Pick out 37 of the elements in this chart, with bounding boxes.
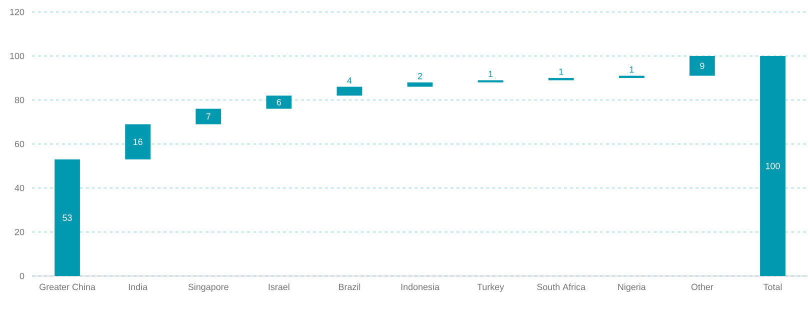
- data-label: 100: [766, 162, 780, 170]
- y-tick-label: 60: [14, 140, 24, 148]
- data-label: 53: [62, 214, 72, 221]
- bar: [336, 86, 362, 96]
- x-tick-label: Other: [691, 284, 714, 290]
- data-label: 9: [700, 62, 704, 70]
- data-label: 1: [559, 68, 564, 75]
- bar: [54, 159, 80, 276]
- x-tick-label: Indonesia: [401, 284, 440, 290]
- y-tick-label: 0: [20, 272, 24, 280]
- data-label: 2: [418, 72, 422, 80]
- x-tick-label: Greater China: [40, 284, 96, 290]
- bar: [689, 56, 715, 76]
- data-label: 6: [276, 99, 282, 106]
- data-label: 16: [134, 138, 142, 145]
- x-tick-label: Brazil: [338, 284, 360, 290]
- bar: [760, 56, 786, 276]
- bar: [407, 82, 433, 87]
- data-label: 1: [630, 66, 634, 73]
- bar: [266, 96, 292, 109]
- x-tick-label: Singapore: [188, 284, 228, 292]
- x-tick-label: India: [128, 284, 148, 290]
- y-tick-label: 80: [14, 96, 24, 104]
- data-label: 7: [206, 113, 210, 120]
- data-label: 1: [488, 70, 493, 77]
- y-tick-label: 100: [10, 52, 24, 60]
- x-tick-label: South Africa: [537, 284, 586, 290]
- x-tick-label: Israel: [268, 284, 290, 290]
- bar: [196, 108, 222, 124]
- data-label: 4: [347, 77, 352, 84]
- x-tick-label: Nigeria: [618, 284, 646, 292]
- x-tick-label: Total: [763, 284, 782, 290]
- y-tick-label: 40: [14, 184, 24, 192]
- y-tick-label: 20: [14, 228, 24, 236]
- y-tick-label: 120: [10, 8, 24, 16]
- bar: [125, 124, 151, 160]
- x-tick-label: Turkey: [477, 284, 504, 292]
